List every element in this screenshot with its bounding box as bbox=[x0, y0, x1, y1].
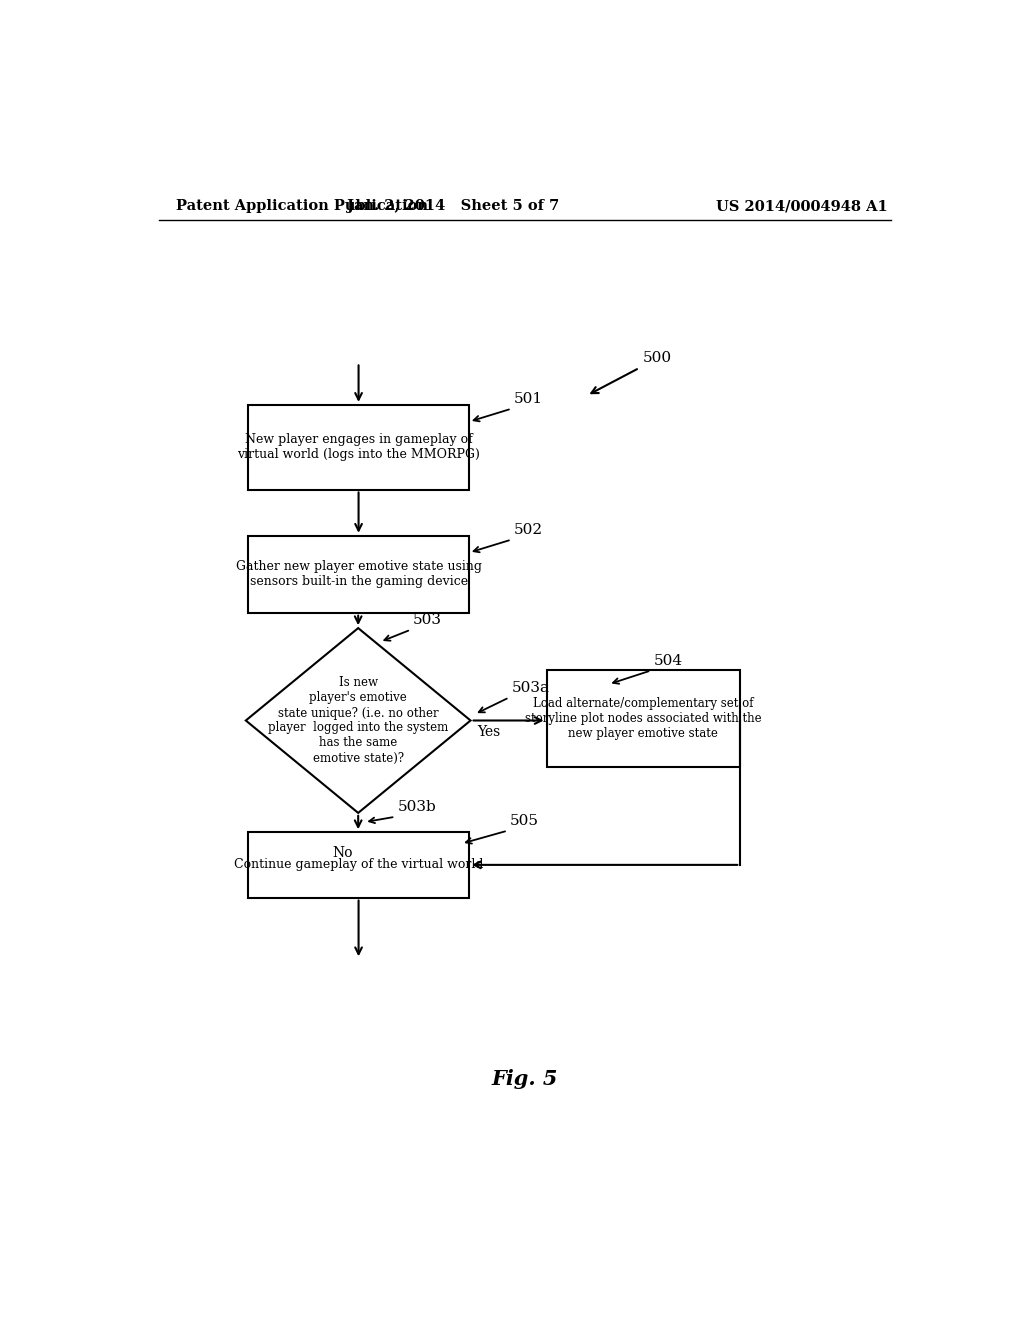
Text: 503b: 503b bbox=[397, 800, 436, 814]
Text: Is new
player's emotive
state unique? (i.e. no other
player  logged into the sys: Is new player's emotive state unique? (i… bbox=[268, 676, 449, 764]
Text: No: No bbox=[333, 846, 353, 859]
Bar bbox=[248, 405, 469, 490]
Bar bbox=[248, 832, 469, 898]
Text: Patent Application Publication: Patent Application Publication bbox=[176, 199, 428, 213]
Text: 503: 503 bbox=[414, 614, 442, 627]
Text: New player engages in gameplay of
virtual world (logs into the MMORPG): New player engages in gameplay of virtua… bbox=[238, 433, 480, 461]
Bar bbox=[248, 536, 469, 612]
Text: Load alternate/complementary set of
storyline plot nodes associated with the
new: Load alternate/complementary set of stor… bbox=[525, 697, 762, 741]
Text: 500: 500 bbox=[643, 351, 672, 364]
Bar bbox=[547, 671, 740, 767]
Text: 503a: 503a bbox=[512, 681, 550, 696]
Text: 502: 502 bbox=[514, 523, 543, 537]
Polygon shape bbox=[246, 628, 471, 813]
Text: US 2014/0004948 A1: US 2014/0004948 A1 bbox=[717, 199, 888, 213]
Text: 501: 501 bbox=[514, 392, 543, 407]
Text: Fig. 5: Fig. 5 bbox=[492, 1069, 558, 1089]
Text: Gather new player emotive state using
sensors built-in the gaming device: Gather new player emotive state using se… bbox=[236, 560, 481, 589]
Text: 505: 505 bbox=[510, 814, 539, 829]
Text: 504: 504 bbox=[653, 655, 683, 668]
Text: Continue gameplay of the virtual world: Continue gameplay of the virtual world bbox=[233, 858, 483, 871]
Text: Jan. 2, 2014   Sheet 5 of 7: Jan. 2, 2014 Sheet 5 of 7 bbox=[347, 199, 560, 213]
Text: Yes: Yes bbox=[477, 725, 500, 739]
